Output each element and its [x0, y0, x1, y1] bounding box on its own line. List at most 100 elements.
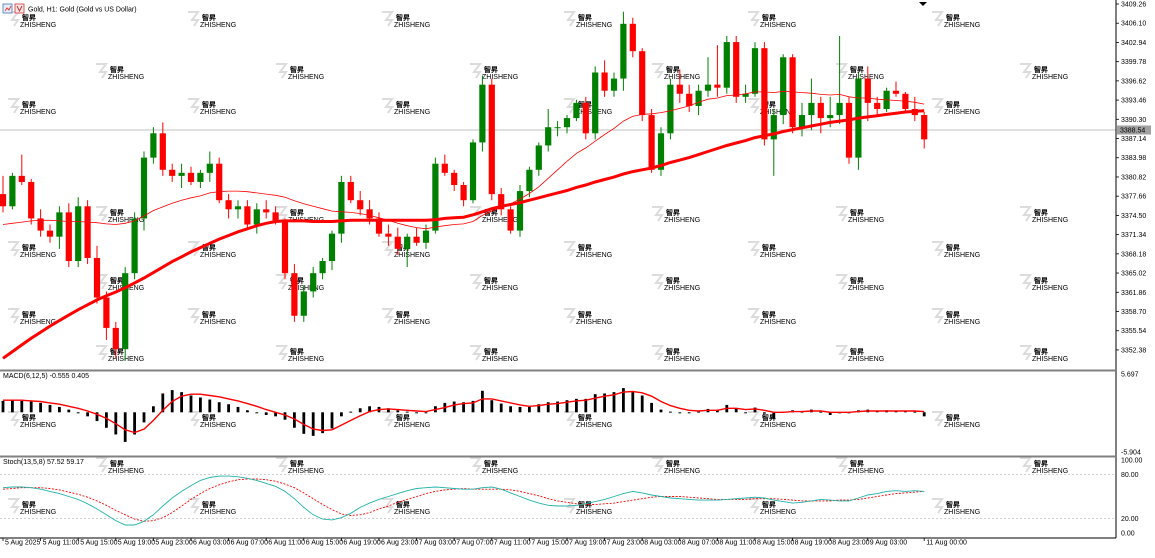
candle[interactable]	[911, 96, 918, 122]
candle-body[interactable]	[272, 212, 279, 222]
macd-bar[interactable]	[349, 411, 353, 413]
candle-body[interactable]	[610, 78, 618, 91]
macd-bar[interactable]	[565, 400, 569, 413]
candle-body[interactable]	[761, 48, 768, 140]
candle[interactable]	[112, 321, 119, 359]
candle-body[interactable]	[563, 118, 571, 128]
macd-bar[interactable]	[199, 397, 202, 413]
candle-body[interactable]	[413, 236, 420, 243]
candle-body[interactable]	[686, 93, 693, 106]
macd-bar[interactable]	[161, 393, 165, 413]
candle[interactable]	[592, 66, 599, 140]
candle-body[interactable]	[310, 273, 317, 292]
macd-bar[interactable]	[819, 411, 823, 413]
candle-body[interactable]	[695, 90, 702, 106]
candle[interactable]	[357, 191, 364, 216]
candle-body[interactable]	[535, 145, 542, 170]
macd-bar[interactable]	[913, 411, 917, 413]
candle[interactable]	[28, 178, 35, 225]
candle-body[interactable]	[328, 233, 336, 262]
candle-body[interactable]	[263, 209, 270, 213]
candle-body[interactable]	[582, 102, 589, 134]
candle-body[interactable]	[432, 163, 439, 231]
candle-body[interactable]	[573, 102, 580, 119]
candle[interactable]	[676, 69, 683, 103]
candle[interactable]	[206, 151, 213, 182]
candle-body[interactable]	[874, 102, 881, 109]
macd-bar[interactable]	[387, 408, 390, 413]
candle-body[interactable]	[178, 172, 185, 176]
candle[interactable]	[46, 224, 54, 243]
macd-bar[interactable]	[669, 411, 672, 413]
candle-body[interactable]	[751, 48, 759, 94]
candle-body[interactable]	[507, 209, 514, 231]
macd-bar[interactable]	[546, 402, 550, 413]
candle-body[interactable]	[291, 273, 298, 316]
candle[interactable]	[488, 78, 495, 201]
macd-bar[interactable]	[922, 412, 926, 417]
macd-bar[interactable]	[142, 412, 146, 423]
candle[interactable]	[554, 121, 561, 137]
macd-bar[interactable]	[246, 410, 249, 413]
candle-body[interactable]	[300, 291, 307, 316]
macd-bar[interactable]	[763, 412, 766, 414]
macd-bar[interactable]	[640, 395, 644, 413]
macd-bar[interactable]	[490, 400, 494, 413]
candle[interactable]	[37, 209, 44, 237]
trade-arrows-icon[interactable]	[14, 3, 25, 14]
candle[interactable]	[93, 245, 101, 304]
candle[interactable]	[65, 203, 72, 268]
candle[interactable]	[808, 78, 815, 131]
candle-body[interactable]	[629, 23, 636, 52]
candle-body[interactable]	[601, 72, 608, 91]
candle[interactable]	[0, 175, 7, 213]
candle-body[interactable]	[375, 218, 383, 234]
candle[interactable]	[291, 264, 298, 322]
candle-body[interactable]	[112, 327, 119, 350]
macd-bar[interactable]	[123, 412, 127, 442]
macd-bar[interactable]	[556, 401, 559, 413]
macd-bar[interactable]	[105, 412, 108, 428]
candle[interactable]	[629, 17, 636, 58]
candle[interactable]	[441, 154, 448, 176]
candle[interactable]	[874, 96, 881, 116]
macd-bar[interactable]	[208, 399, 212, 413]
macd-bar[interactable]	[772, 412, 776, 419]
candle[interactable]	[225, 194, 232, 219]
candle[interactable]	[18, 154, 25, 185]
macd-bar[interactable]	[518, 406, 522, 413]
candle-body[interactable]	[366, 209, 373, 219]
candle[interactable]	[404, 233, 411, 268]
macd-bar[interactable]	[650, 402, 653, 413]
candle-body[interactable]	[845, 102, 853, 158]
macd-bar[interactable]	[293, 412, 296, 428]
candle[interactable]	[563, 115, 571, 134]
macd-bar[interactable]	[462, 402, 465, 413]
candle-body[interactable]	[620, 23, 627, 79]
macd-bar[interactable]	[697, 411, 700, 413]
candle[interactable]	[385, 224, 392, 246]
macd-bar[interactable]	[29, 401, 33, 413]
candle-body[interactable]	[592, 72, 599, 134]
candle-body[interactable]	[723, 42, 730, 88]
macd-bar[interactable]	[358, 408, 362, 413]
candle-body[interactable]	[347, 181, 354, 201]
candle-body[interactable]	[704, 84, 712, 91]
candle-body[interactable]	[836, 102, 843, 116]
candle-body[interactable]	[244, 206, 251, 225]
candle[interactable]	[9, 172, 16, 210]
macd-bar[interactable]	[302, 412, 306, 434]
candle-body[interactable]	[526, 169, 533, 192]
candle-body[interactable]	[122, 273, 129, 350]
macd-bar[interactable]	[509, 406, 512, 413]
candle[interactable]	[451, 169, 458, 192]
candle[interactable]	[281, 218, 289, 280]
macd-bar[interactable]	[631, 391, 635, 413]
macd-bar[interactable]	[734, 408, 738, 413]
candle[interactable]	[263, 200, 270, 219]
candle[interactable]	[140, 151, 148, 231]
candle-body[interactable]	[921, 115, 928, 140]
candle-body[interactable]	[28, 181, 35, 219]
macd-bar[interactable]	[528, 406, 531, 413]
macd-bar[interactable]	[687, 412, 691, 414]
